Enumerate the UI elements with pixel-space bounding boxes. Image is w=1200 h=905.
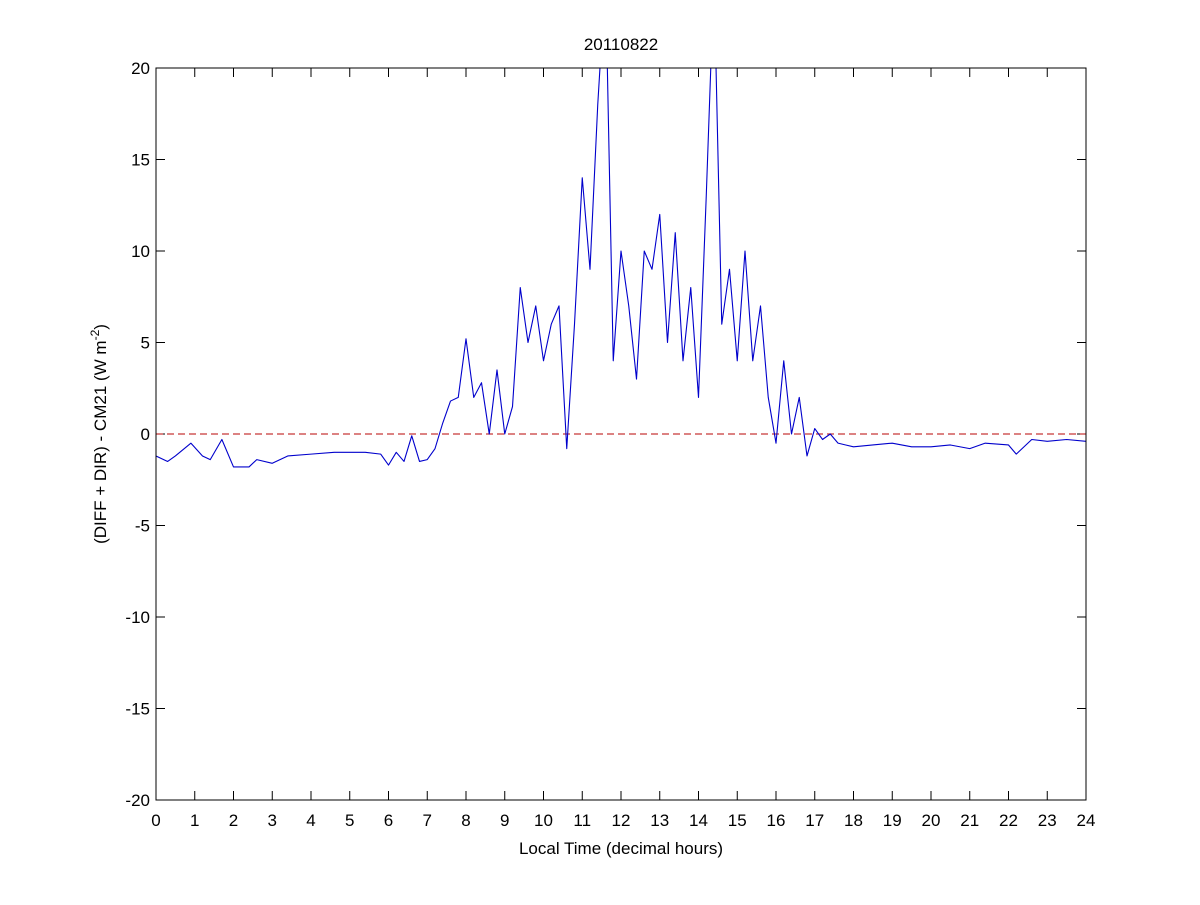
y-tick-label: 0 — [141, 425, 150, 444]
x-tick-label: 1 — [190, 811, 199, 830]
y-tick-label: -20 — [125, 791, 150, 810]
x-tick-label: 16 — [767, 811, 786, 830]
x-tick-label: 4 — [306, 811, 315, 830]
x-tick-label: 11 — [573, 811, 591, 830]
x-tick-label: 23 — [1038, 811, 1057, 830]
y-tick-label: -10 — [125, 608, 150, 627]
x-tick-label: 15 — [728, 811, 747, 830]
x-tick-label: 17 — [805, 811, 824, 830]
y-tick-label: 10 — [131, 242, 150, 261]
x-tick-label: 8 — [461, 811, 470, 830]
y-tick-label: -15 — [125, 700, 150, 719]
y-axis-label-superscript: -2 — [88, 329, 102, 340]
x-tick-label: 10 — [534, 811, 553, 830]
data-line — [156, 68, 1086, 468]
chart-title: 20110822 — [584, 35, 658, 54]
plot-area — [156, 68, 1086, 468]
x-tick-label: 9 — [500, 811, 509, 830]
x-tick-label: 24 — [1077, 811, 1096, 830]
x-tick-label: 20 — [922, 811, 941, 830]
x-axis-label: Local Time (decimal hours) — [519, 839, 723, 858]
x-tick-label: 3 — [268, 811, 277, 830]
x-tick-label: 18 — [844, 811, 863, 830]
x-tick-label: 14 — [689, 811, 708, 830]
y-tick-label: 15 — [131, 151, 150, 170]
axes-box — [155, 67, 1087, 801]
x-tick-label: 5 — [345, 811, 354, 830]
y-axis-label: (DIFF + DIR) - CM21 (W m-2) — [88, 324, 110, 544]
x-tick-label: 19 — [883, 811, 902, 830]
x-tick-label: 0 — [151, 811, 160, 830]
y-tick-label: -5 — [135, 517, 150, 536]
x-tick-label: 22 — [999, 811, 1018, 830]
x-tick-label: 12 — [612, 811, 631, 830]
x-tick-label: 21 — [960, 811, 979, 830]
y-tick-label: 20 — [131, 59, 150, 78]
x-tick-label: 7 — [423, 811, 432, 830]
x-tick-label: 13 — [650, 811, 669, 830]
y-axis-label-suffix: ) — [91, 324, 110, 330]
y-tick-label: 5 — [141, 334, 150, 353]
y-axis-label-text: (DIFF + DIR) - CM21 (W m — [91, 340, 110, 544]
x-tick-label: 6 — [384, 811, 393, 830]
x-tick-label: 2 — [229, 811, 238, 830]
